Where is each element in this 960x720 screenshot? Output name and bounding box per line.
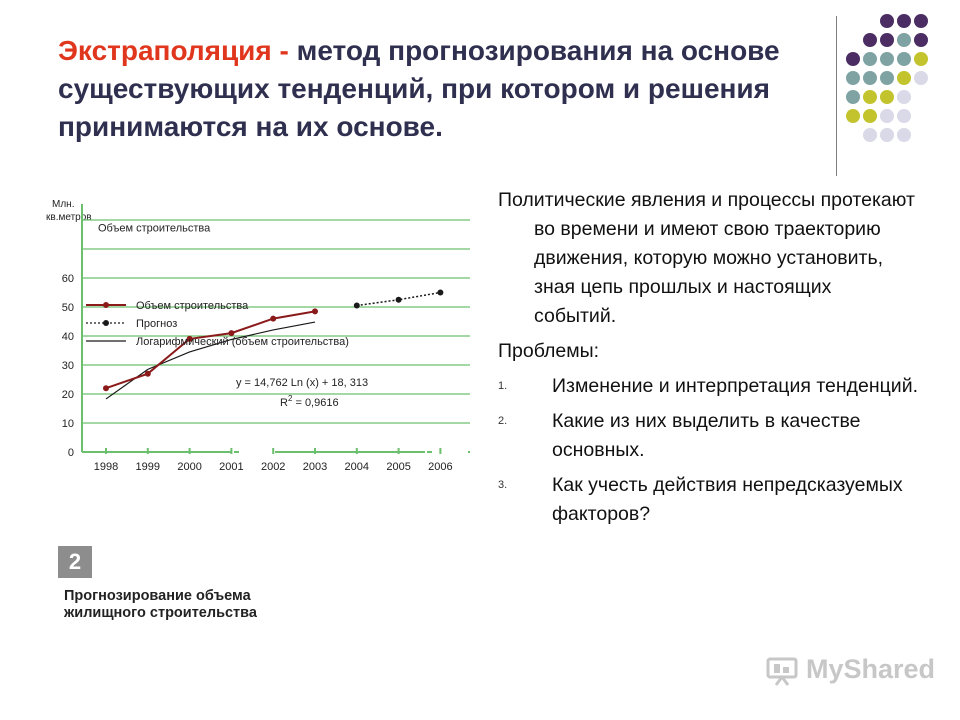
decor-dot xyxy=(880,128,894,142)
body-text: Политические явления и процессы протекаю… xyxy=(498,186,918,535)
data-point-forecast xyxy=(395,296,402,303)
decor-dot xyxy=(846,71,860,85)
data-point-actual xyxy=(270,315,277,322)
x-tick-label: 2001 xyxy=(219,461,243,473)
r-squared-value: = 0,9616 xyxy=(292,397,338,409)
problems-list: 1. Изменение и интерпретация тенденций. 2… xyxy=(498,372,918,529)
decor-dot xyxy=(897,14,911,28)
decor-dot xyxy=(846,109,860,123)
problem-num-1: 1. xyxy=(498,380,508,392)
problem-text-2: Какие из них выделить в качестве основны… xyxy=(552,410,861,461)
y-tick-label: 30 xyxy=(62,360,74,372)
presentation-icon xyxy=(766,657,798,686)
y-tick-label: 60 xyxy=(62,273,74,285)
legend-marker xyxy=(103,320,109,326)
figure-caption-line2: жилищного строительства xyxy=(64,605,257,621)
y-tick-label: 50 xyxy=(62,302,74,314)
y-axis-label-line1: Млн. xyxy=(52,199,74,210)
decor-dot xyxy=(914,14,928,28)
decor-dot xyxy=(897,52,911,66)
construction-chart: Млн. кв.метров Объем строительства 0 10 20 30 4… xyxy=(46,199,470,473)
decor-dot xyxy=(914,71,928,85)
y-axis-label-line2: кв.метров xyxy=(46,212,92,223)
problem-item-1: 1. Изменение и интерпретация тенденций. xyxy=(498,372,918,401)
decor-dot xyxy=(914,33,928,47)
problem-text-3: Как учесть действия непредсказуемых факт… xyxy=(552,474,903,525)
y-tick-label: 40 xyxy=(62,331,74,343)
decor-dot xyxy=(914,52,928,66)
series-line-actual xyxy=(105,310,316,390)
decor-dot xyxy=(863,90,877,104)
x-tick-label: 1999 xyxy=(136,461,160,473)
x-tick-label: 2002 xyxy=(261,461,285,473)
legend-marker xyxy=(103,302,109,308)
title-accent: Экстраполяция - xyxy=(58,35,289,66)
figure-number-badge: 2 xyxy=(58,546,92,578)
decor-divider xyxy=(836,16,837,176)
problem-text-1: Изменение и интерпретация тенденций. xyxy=(552,375,919,397)
legend-label: Логарифмический (объем строительства) xyxy=(136,336,349,348)
y-tick-label: 10 xyxy=(62,418,74,430)
figure-caption: Прогнозирование объема жилищного строите… xyxy=(64,588,257,622)
decor-dot xyxy=(897,128,911,142)
legend-label: Объем строительства xyxy=(136,300,249,312)
decor-dot xyxy=(880,33,894,47)
data-point-actual xyxy=(228,330,235,337)
data-point-forecast xyxy=(353,302,360,309)
decor-dot xyxy=(863,52,877,66)
decor-dot xyxy=(880,14,894,28)
r-squared: R2 = 0,9616 xyxy=(280,394,339,409)
watermark-text: MyShared xyxy=(806,654,936,684)
data-point-forecast xyxy=(437,289,444,296)
decor-dot xyxy=(846,90,860,104)
problem-num-2: 2. xyxy=(498,415,508,427)
chart-inner-title: Объем строительства xyxy=(98,222,211,234)
data-point-actual xyxy=(103,385,109,392)
series-line-trend xyxy=(105,321,316,400)
decor-dot xyxy=(897,33,911,47)
trend-equation: y = 14,762 Ln (x) + 18, 313 xyxy=(236,377,368,389)
data-point-actual xyxy=(312,308,318,315)
decor-dot xyxy=(880,90,894,104)
legend-label: Прогноз xyxy=(136,318,177,330)
x-tick-label: 1998 xyxy=(94,461,118,473)
data-point-actual xyxy=(144,370,151,377)
x-tick-label: 2000 xyxy=(177,461,201,473)
decor-dot xyxy=(863,109,877,123)
decor-dot xyxy=(863,33,877,47)
x-tick-label: 2006 xyxy=(428,461,452,473)
x-tick-label: 2004 xyxy=(345,461,369,473)
problems-label: Проблемы: xyxy=(498,340,600,362)
problem-num-3: 3. xyxy=(498,479,508,491)
intro-paragraph: Политические явления и процессы протекаю… xyxy=(498,189,915,327)
r-squared-superscript: 2 xyxy=(288,394,293,403)
decor-dot xyxy=(846,52,860,66)
x-tick-label: 2003 xyxy=(303,461,327,473)
title-rest: метод прогнозирования на основе существу… xyxy=(58,35,780,142)
decor-dot xyxy=(897,71,911,85)
y-tick-label: 20 xyxy=(62,389,74,401)
problem-item-2: 2. Какие из них выделить в качестве основ… xyxy=(498,407,918,465)
x-tick-label: 2005 xyxy=(386,461,410,473)
decor-dot xyxy=(863,128,877,142)
slide-title: Экстраполяция - метод прогнозирования на… xyxy=(58,32,828,146)
decor-dot xyxy=(880,71,894,85)
problem-item-3: 3. Как учесть действия непредсказуемых фа… xyxy=(498,471,918,529)
y-tick-label: 0 xyxy=(68,447,74,459)
decor-dot xyxy=(897,90,911,104)
data-point-actual xyxy=(186,335,193,342)
decor-dot xyxy=(880,109,894,123)
figure-caption-line1: Прогнозирование объема xyxy=(64,588,251,604)
decor-dot xyxy=(880,52,894,66)
decor-dot xyxy=(863,71,877,85)
decor-dot xyxy=(897,109,911,123)
